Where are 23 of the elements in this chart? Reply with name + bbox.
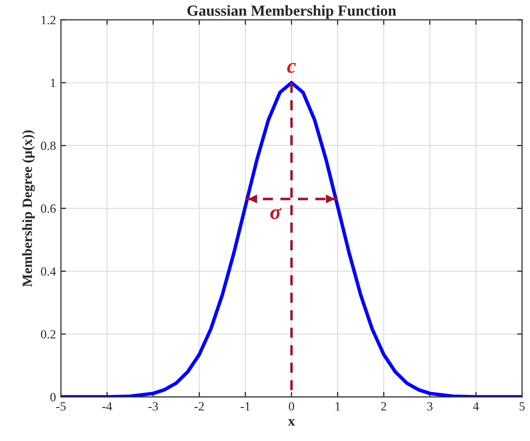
x-tick-label: -2: [194, 402, 204, 410]
y-tick-label: 0.6: [40, 204, 56, 213]
y-tick-label: 0.8: [40, 142, 56, 150]
annotation: c: [287, 62, 296, 73]
x-tick-label: -4: [102, 402, 112, 410]
x-tick-label: 0: [288, 402, 294, 411]
annotation: σ: [270, 208, 282, 220]
x-tick-label: 2: [381, 402, 386, 410]
x-tick-label: -5: [56, 402, 66, 411]
x-tick-label: 1: [336, 402, 340, 410]
y-tick-label: 0.2: [40, 330, 56, 339]
y-tick-label: 1: [50, 78, 56, 88]
y-tick-label: 0.4: [40, 267, 56, 276]
chart-title: Gaussian Membership Function: [187, 5, 396, 19]
x-tick-label: -3: [148, 402, 158, 411]
x-tick-label: 3: [427, 402, 432, 411]
x-axis-title: x: [288, 419, 295, 426]
x-tick-label: -1: [240, 402, 250, 410]
y-axis-title: Membership Degree (μ(x)): [22, 130, 35, 287]
x-tick-label: 5: [520, 402, 525, 411]
y-tick-label: 1.2: [42, 16, 56, 24]
x-tick-label: 4: [473, 402, 479, 410]
y-tick-label: 0: [50, 392, 56, 402]
